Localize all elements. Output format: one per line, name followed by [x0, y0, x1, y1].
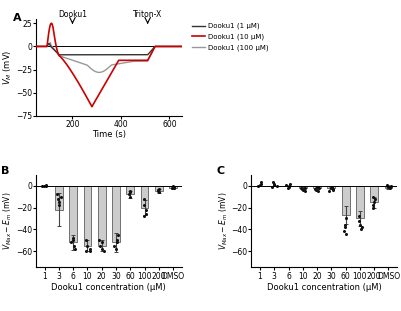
Bar [98, 186, 105, 246]
Legend: Dooku1 (1 μM), Dooku1 (10 μM), Dooku1 (100 μM): Dooku1 (1 μM), Dooku1 (10 μM), Dooku1 (1… [189, 20, 271, 53]
Bar [112, 186, 120, 242]
X-axis label: Dooku1 concentration (μM): Dooku1 concentration (μM) [51, 283, 166, 292]
Bar [126, 186, 134, 194]
Bar [342, 186, 350, 215]
Bar [155, 186, 163, 191]
Text: A: A [13, 13, 21, 23]
Bar [69, 186, 77, 242]
X-axis label: Time (s): Time (s) [92, 131, 126, 140]
Text: B: B [1, 165, 10, 175]
Bar [385, 186, 392, 188]
Text: C: C [217, 165, 225, 175]
Bar [299, 186, 307, 188]
Bar [169, 186, 177, 188]
Text: Triton-X: Triton-X [133, 10, 162, 19]
Bar [83, 186, 91, 246]
Bar [313, 186, 321, 188]
Bar [141, 186, 148, 207]
Y-axis label: $V_{Max} - E_m$ (mV): $V_{Max} - E_m$ (mV) [2, 192, 14, 250]
Bar [370, 186, 378, 202]
Y-axis label: $V_{Max} - E_m$ (mV): $V_{Max} - E_m$ (mV) [217, 192, 230, 250]
Bar [328, 186, 335, 188]
X-axis label: Dooku1 concentration (μM): Dooku1 concentration (μM) [267, 283, 382, 292]
Bar [356, 186, 364, 218]
Bar [55, 186, 63, 210]
Text: Dooku1: Dooku1 [58, 10, 87, 19]
Y-axis label: $V_M$ (mV): $V_M$ (mV) [2, 49, 14, 85]
